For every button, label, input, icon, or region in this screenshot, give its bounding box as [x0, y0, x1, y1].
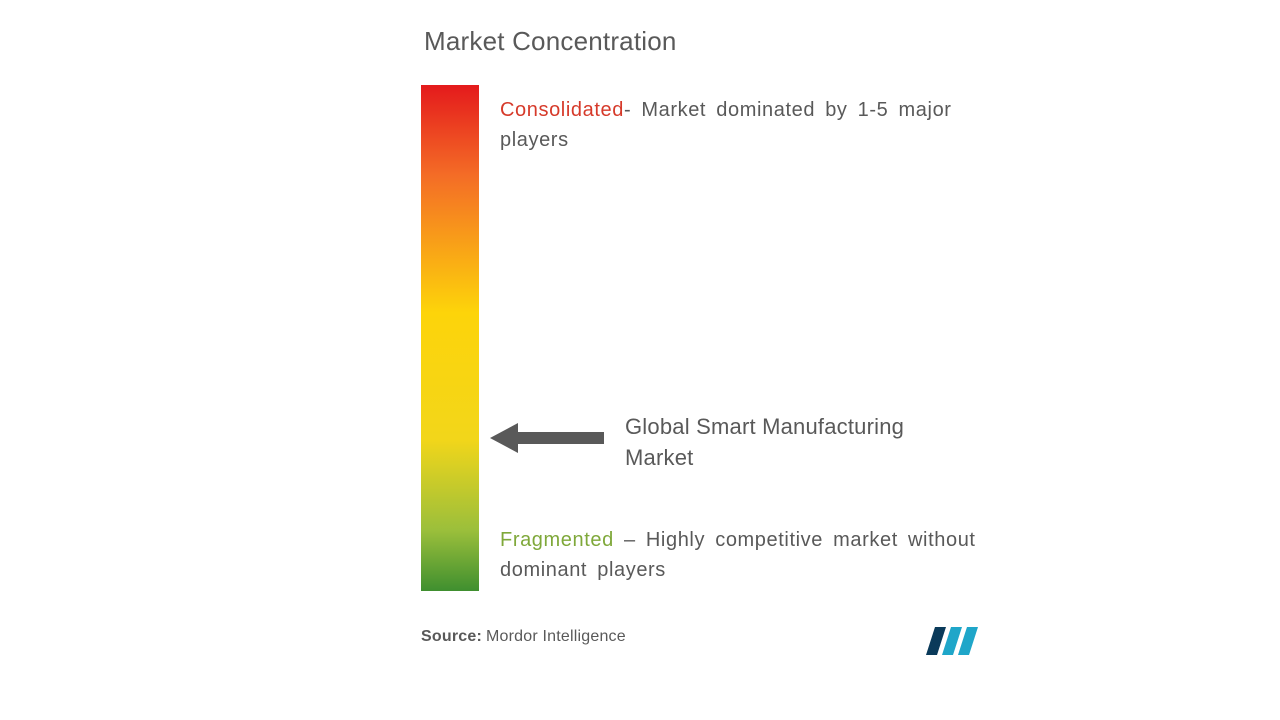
source-attribution: Source:Mordor Intelligence — [421, 628, 626, 646]
fragmented-label: Fragmented – Highly competitive market w… — [500, 525, 980, 585]
brand-logo-icon — [926, 627, 980, 655]
marker-arrow-icon — [490, 418, 610, 458]
consolidated-label: Consolidated- Market dominated by 1-5 ma… — [500, 95, 980, 155]
consolidated-keyword: Consolidated — [500, 99, 624, 121]
concentration-gradient-bar — [421, 85, 479, 591]
fragmented-keyword: Fragmented — [500, 529, 614, 551]
chart-title: Market Concentration — [424, 26, 677, 57]
source-value: Mordor Intelligence — [486, 628, 626, 645]
market-position-label: Global Smart Manufacturing Market — [625, 412, 945, 474]
source-label: Source: — [421, 628, 482, 645]
